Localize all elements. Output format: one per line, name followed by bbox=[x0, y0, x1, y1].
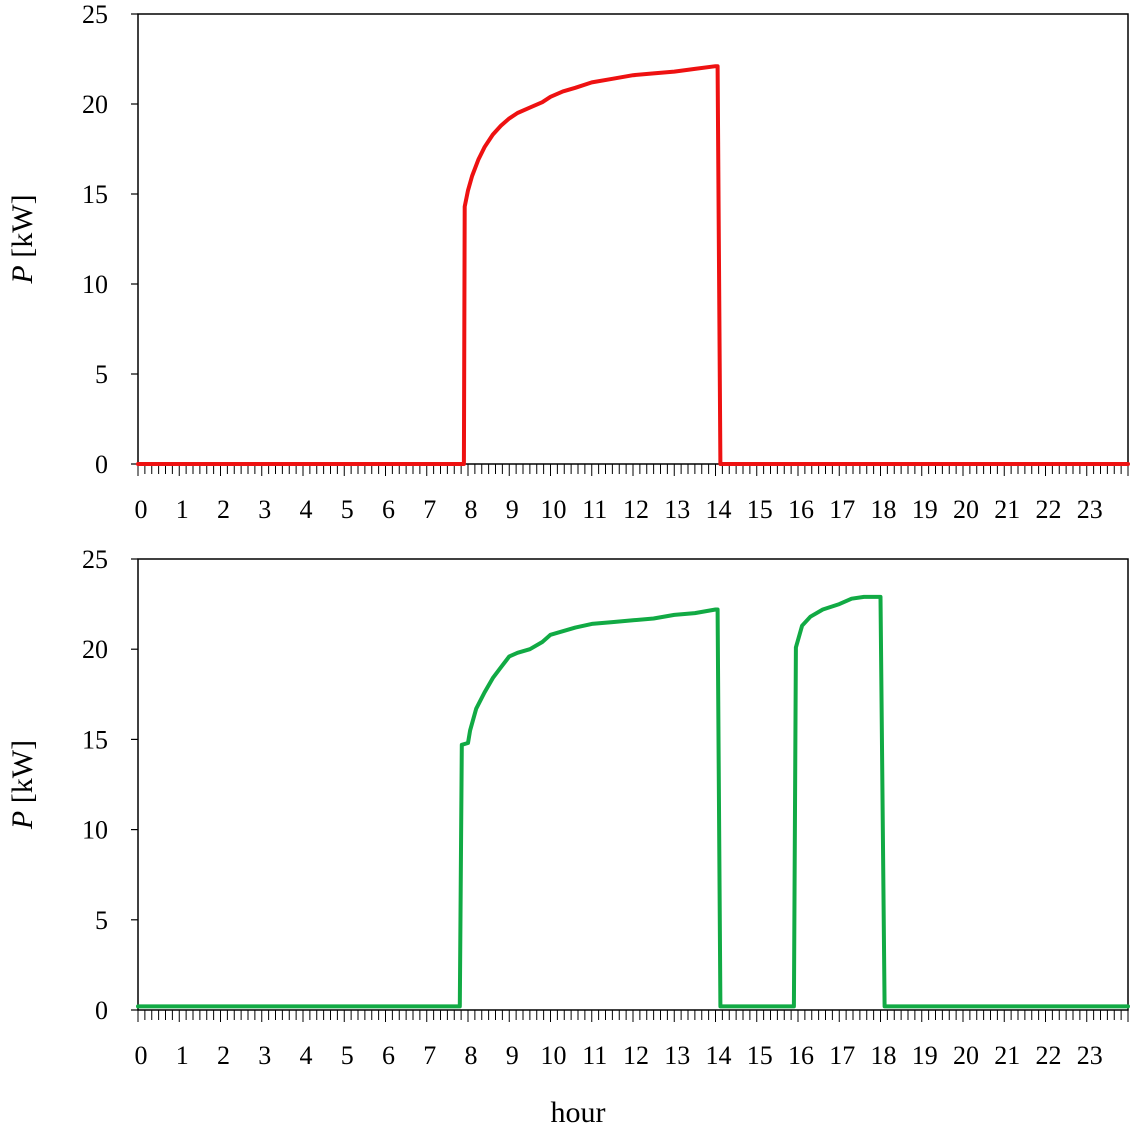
x-tick-label: 4 bbox=[300, 1041, 313, 1070]
x-tick-label: 0 bbox=[135, 495, 148, 524]
y-tick-label: 25 bbox=[82, 545, 108, 574]
x-tick-label: 3 bbox=[258, 1041, 271, 1070]
x-tick-label: 1 bbox=[176, 1041, 189, 1070]
x-tick-label: 16 bbox=[788, 495, 814, 524]
x-tick-label: 9 bbox=[506, 1041, 519, 1070]
x-tick-label: 16 bbox=[788, 1041, 814, 1070]
x-tick-label: 5 bbox=[341, 495, 354, 524]
x-tick-label: 21 bbox=[994, 495, 1020, 524]
x-tick-label: 11 bbox=[582, 1041, 607, 1070]
plot-frame bbox=[137, 13, 1129, 465]
x-tick-label: 21 bbox=[994, 1041, 1020, 1070]
x-tick-label: 10 bbox=[541, 1041, 567, 1070]
x-tick-label: 18 bbox=[871, 495, 897, 524]
x-tick-label: 8 bbox=[465, 1041, 478, 1070]
x-tick-label: 9 bbox=[506, 495, 519, 524]
x-tick-label: 6 bbox=[382, 495, 395, 524]
x-tick-label: 0 bbox=[135, 1041, 148, 1070]
power-series-line bbox=[136, 594, 1130, 1009]
y-axis-title-symbol: P bbox=[6, 265, 39, 284]
y-tick-label: 10 bbox=[82, 270, 108, 299]
x-tick-label: 22 bbox=[1036, 495, 1062, 524]
x-tick-label: 7 bbox=[423, 495, 436, 524]
x-tick-label: 4 bbox=[300, 495, 313, 524]
x-tick-label: 22 bbox=[1036, 1041, 1062, 1070]
x-tick-label: 17 bbox=[829, 1041, 855, 1070]
y-tick-label: 5 bbox=[95, 906, 108, 935]
x-tick-label: 5 bbox=[341, 1041, 354, 1070]
x-tick-label: 13 bbox=[664, 1041, 690, 1070]
x-tick-label: 20 bbox=[953, 1041, 979, 1070]
x-tick-label: 18 bbox=[871, 1041, 897, 1070]
x-tick-label: 10 bbox=[541, 495, 567, 524]
x-axis-title: hour bbox=[551, 1096, 606, 1129]
x-tick-label: 15 bbox=[747, 495, 773, 524]
y-tick-label: 0 bbox=[95, 450, 108, 479]
y-axis-title-unit: [kW] bbox=[6, 740, 39, 811]
x-tick-label: 14 bbox=[706, 495, 732, 524]
y-tick-label: 0 bbox=[95, 996, 108, 1025]
x-tick-label: 1 bbox=[176, 495, 189, 524]
x-tick-label: 23 bbox=[1077, 1041, 1103, 1070]
x-tick-label: 19 bbox=[912, 1041, 938, 1070]
x-tick-label: 14 bbox=[706, 1041, 732, 1070]
y-tick-label: 5 bbox=[95, 360, 108, 389]
x-tick-label: 2 bbox=[217, 495, 230, 524]
x-tick-label: 12 bbox=[623, 1041, 649, 1070]
y-tick-label: 10 bbox=[82, 816, 108, 845]
x-tick-label: 17 bbox=[829, 495, 855, 524]
power-series-line bbox=[136, 64, 1130, 466]
x-tick-label: 15 bbox=[747, 1041, 773, 1070]
x-tick-label: 12 bbox=[623, 495, 649, 524]
y-tick-label: 15 bbox=[82, 180, 108, 209]
y-tick-label: 20 bbox=[82, 90, 108, 119]
x-tick-label: 3 bbox=[258, 495, 271, 524]
y-tick-label: 20 bbox=[82, 635, 108, 664]
y-axis-title-symbol: P bbox=[6, 811, 39, 830]
x-tick-label: 2 bbox=[217, 1041, 230, 1070]
x-tick-label: 19 bbox=[912, 495, 938, 524]
y-axis-title: P [kW] bbox=[6, 740, 39, 830]
x-tick-label: 13 bbox=[664, 495, 690, 524]
x-tick-label: 20 bbox=[953, 495, 979, 524]
x-tick-label: 7 bbox=[423, 1041, 436, 1070]
x-tick-label: 8 bbox=[465, 495, 478, 524]
x-tick-label: 11 bbox=[582, 495, 607, 524]
y-axis-title-unit: [kW] bbox=[6, 194, 39, 265]
y-axis-title: P [kW] bbox=[6, 194, 39, 284]
y-tick-label: 15 bbox=[82, 725, 108, 754]
plot-frame bbox=[137, 558, 1129, 1011]
x-tick-label: 6 bbox=[382, 1041, 395, 1070]
x-tick-label: 23 bbox=[1077, 495, 1103, 524]
y-tick-label: 25 bbox=[82, 0, 108, 29]
